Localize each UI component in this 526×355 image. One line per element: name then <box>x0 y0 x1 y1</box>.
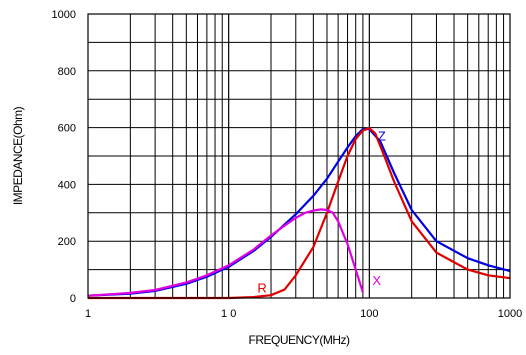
y-tick-label: 800 <box>58 66 76 78</box>
series-line-z <box>87 127 511 297</box>
series-line-x <box>87 208 364 297</box>
grid <box>88 14 510 298</box>
x-axis-label: FREQUENCY(MHz) <box>249 333 350 347</box>
series-label-z: Z <box>378 128 386 143</box>
x-tick-label: 100 <box>360 308 378 320</box>
y-tick-label: 1000 <box>52 9 76 21</box>
series-label-x: X <box>372 273 381 288</box>
y-tick-label: 600 <box>58 123 76 135</box>
y-axis-label: IMPEDANCE(Ohm) <box>11 106 25 205</box>
y-tick-label: 400 <box>58 179 76 191</box>
series-labels: Z R X <box>257 128 385 295</box>
x-tick-label: 1000 <box>498 308 522 320</box>
y-tick-label: 200 <box>58 236 76 248</box>
series-line-r <box>88 127 511 300</box>
plot-frame <box>87 13 511 299</box>
x-tick-label: 1 0 <box>221 308 236 320</box>
series-label-r: R <box>257 280 266 295</box>
x-tick-label: 1 <box>85 308 91 320</box>
y-tick-label: 0 <box>70 293 76 305</box>
series-lines <box>87 127 511 300</box>
tick-labels: 1 1 0 100 1000 0 200 400 600 800 1000 <box>52 9 523 320</box>
